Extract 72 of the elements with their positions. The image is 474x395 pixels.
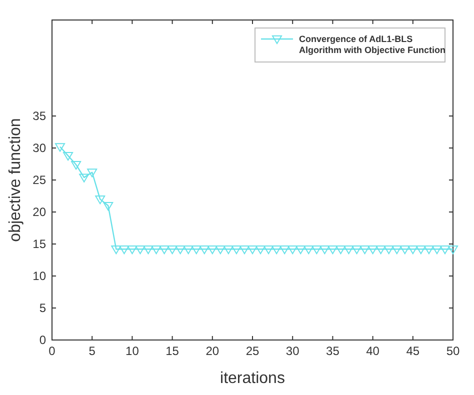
point: [248, 245, 258, 254]
point: [183, 245, 194, 254]
point: [312, 245, 322, 254]
x-tick-label: 0: [48, 344, 56, 358]
point: [448, 245, 458, 254]
y-tick-label: 20: [32, 205, 46, 219]
point: [288, 245, 298, 254]
point: [392, 245, 402, 254]
y-tick-label: 35: [32, 109, 46, 123]
point: [159, 245, 170, 254]
point: [432, 245, 442, 254]
point: [256, 245, 266, 254]
point: [151, 245, 162, 254]
point: [304, 245, 314, 254]
y-tick-label: 15: [32, 237, 46, 251]
y-tick-label: 5: [39, 301, 46, 315]
point: [416, 245, 426, 254]
point: [239, 245, 250, 254]
point: [272, 245, 282, 254]
point: [199, 245, 210, 254]
point: [400, 245, 410, 254]
point: [215, 245, 226, 254]
point: [344, 245, 354, 254]
point: [223, 245, 234, 254]
point: [368, 245, 378, 254]
point: [207, 245, 218, 254]
point: [408, 245, 418, 254]
point: [376, 245, 386, 254]
point: [424, 245, 434, 254]
point: [143, 245, 154, 254]
x-axis-title: iterations: [220, 370, 285, 387]
x-tick-label: 15: [166, 344, 180, 358]
legend-label: Convergence of AdL1-BLS Algorithm with Objective Function: [299, 34, 446, 55]
point: [336, 245, 346, 254]
y-axis-title: objective function: [7, 118, 24, 242]
y-tick-label: 30: [32, 141, 46, 155]
point: [231, 245, 242, 254]
point: [103, 202, 114, 211]
point: [360, 245, 370, 254]
point: [71, 160, 82, 170]
point: [175, 245, 186, 254]
point: [352, 245, 362, 254]
point: [384, 245, 394, 254]
point: [79, 174, 90, 182]
point: [320, 245, 330, 254]
y-tick-label: 10: [32, 269, 46, 283]
x-tick-label: 20: [206, 344, 220, 358]
x-tick-label: 35: [326, 344, 340, 358]
point: [119, 245, 130, 254]
point: [167, 245, 178, 254]
point: [191, 245, 202, 254]
point: [87, 168, 98, 178]
point: [111, 245, 122, 254]
x-tick-label: 25: [246, 344, 260, 358]
point: [296, 245, 306, 254]
point: [63, 152, 74, 161]
point: [95, 196, 106, 204]
point: [280, 245, 290, 254]
x-tick-label: 40: [366, 344, 380, 358]
x-tick-label: 45: [406, 344, 420, 358]
x-tick-label: 50: [446, 344, 460, 358]
point: [127, 245, 138, 254]
point: [328, 245, 338, 254]
x-tick-label: 5: [88, 344, 96, 358]
point: [264, 245, 274, 254]
x-tick-label: 10: [126, 344, 140, 358]
x-tick-label: 30: [286, 344, 300, 358]
point: [440, 245, 450, 254]
y-tick-label: 25: [32, 173, 46, 187]
point: [55, 143, 66, 152]
point: [135, 245, 146, 254]
y-tick-label: 0: [39, 333, 46, 347]
